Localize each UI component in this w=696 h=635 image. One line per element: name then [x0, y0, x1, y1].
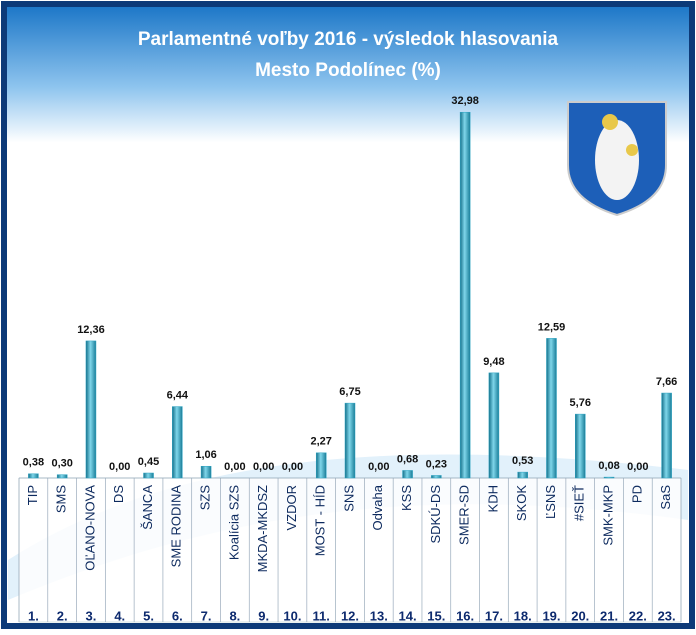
value-label: 0,30 — [51, 458, 72, 470]
bar — [517, 471, 528, 479]
value-label: 9,48 — [483, 356, 504, 368]
value-label: 5,76 — [570, 397, 591, 409]
party-number: 22. — [629, 608, 647, 623]
category-label: SME RODINA — [169, 485, 184, 568]
bar — [661, 392, 672, 479]
chart-subtitle: Mesto Podolínec (%) — [255, 60, 441, 81]
party-number: 17. — [485, 608, 503, 623]
chart-title: Parlamentné voľby 2016 - výsledok hlasov… — [138, 29, 559, 50]
category-label: OĽANO-NOVA — [82, 485, 97, 571]
category-label: SNS — [341, 485, 356, 512]
category-label: Odvaha — [370, 484, 385, 530]
party-number: 2. — [57, 608, 68, 623]
value-label: 0,00 — [368, 461, 389, 473]
category-label: TIP — [25, 485, 40, 505]
party-number: 20. — [571, 608, 589, 623]
party-number: 5. — [143, 608, 154, 623]
value-label: 12,36 — [77, 324, 105, 336]
value-label: 7,66 — [656, 376, 677, 388]
value-label: 6,44 — [167, 389, 189, 401]
category-label: PD — [629, 485, 644, 503]
party-number: 3. — [86, 608, 97, 623]
category-label: MOST - HÍD — [313, 485, 328, 556]
value-label: 0,38 — [23, 457, 44, 469]
category-label: SMER-SD — [457, 485, 472, 545]
coat-of-arms — [567, 101, 667, 217]
bar — [56, 474, 68, 479]
party-number: 15. — [427, 608, 445, 623]
party-number: 1. — [28, 608, 39, 623]
party-number: 4. — [114, 608, 125, 623]
bar — [488, 372, 500, 479]
value-label: 2,27 — [311, 436, 332, 448]
value-label: 32,98 — [451, 95, 479, 107]
bar — [344, 402, 356, 479]
label-panel — [18, 477, 682, 623]
bar — [200, 465, 212, 479]
party-number: 11. — [313, 608, 330, 623]
category-label: SZS — [198, 485, 213, 511]
value-label: 0,68 — [397, 453, 418, 465]
category-label: Koalícia SZS — [226, 485, 241, 560]
bar — [575, 413, 586, 479]
party-number: 14. — [399, 608, 417, 623]
value-label: 0,00 — [282, 461, 303, 473]
party-number: 16. — [456, 608, 474, 623]
category-label: KSS — [399, 485, 414, 511]
party-number: 21. — [600, 608, 618, 623]
bar — [172, 406, 183, 479]
value-label: 12,59 — [538, 321, 566, 333]
value-label: 1,06 — [195, 449, 216, 461]
bar — [315, 452, 327, 479]
category-label: ŠANCA — [140, 485, 155, 530]
bar — [431, 475, 442, 479]
bar — [603, 476, 615, 479]
value-label: 0,45 — [138, 456, 159, 468]
category-label: SaS — [658, 485, 673, 510]
bar — [28, 473, 39, 479]
value-label: 0,00 — [253, 461, 274, 473]
bar — [85, 340, 97, 479]
value-label: 0,23 — [426, 458, 447, 470]
category-label: MKDA-MKDSZ — [255, 485, 270, 572]
party-number: 9. — [258, 608, 269, 623]
party-number: 8. — [229, 608, 240, 623]
category-label: KDH — [485, 485, 500, 512]
value-label: 0,00 — [224, 461, 245, 473]
party-number: 7. — [201, 608, 212, 623]
value-label: 0,53 — [512, 455, 533, 467]
category-label: SMK-MKP — [600, 485, 615, 546]
category-label: SMS — [54, 485, 69, 514]
category-label: ĽSNS — [543, 485, 558, 519]
value-label: 0,08 — [598, 460, 619, 472]
category-label: SDKÚ-DS — [428, 485, 443, 544]
party-number: 18. — [514, 608, 532, 623]
value-label: 0,00 — [627, 461, 648, 473]
bar — [402, 470, 413, 479]
bar — [143, 472, 154, 479]
party-number: 12. — [341, 608, 359, 623]
category-label: DS — [111, 485, 126, 503]
party-number: 6. — [172, 608, 183, 623]
party-number: 10. — [283, 608, 301, 623]
value-label: 0,00 — [109, 461, 130, 473]
bar — [546, 338, 557, 479]
party-number: 23. — [658, 608, 676, 623]
bar — [459, 111, 471, 479]
category-label: #SIEŤ — [572, 485, 587, 521]
category-label: SKOK — [514, 485, 529, 521]
value-label: 6,75 — [339, 386, 360, 398]
party-number: 19. — [542, 608, 560, 623]
category-label: VZDOR — [284, 485, 299, 531]
party-number: 13. — [370, 608, 388, 623]
